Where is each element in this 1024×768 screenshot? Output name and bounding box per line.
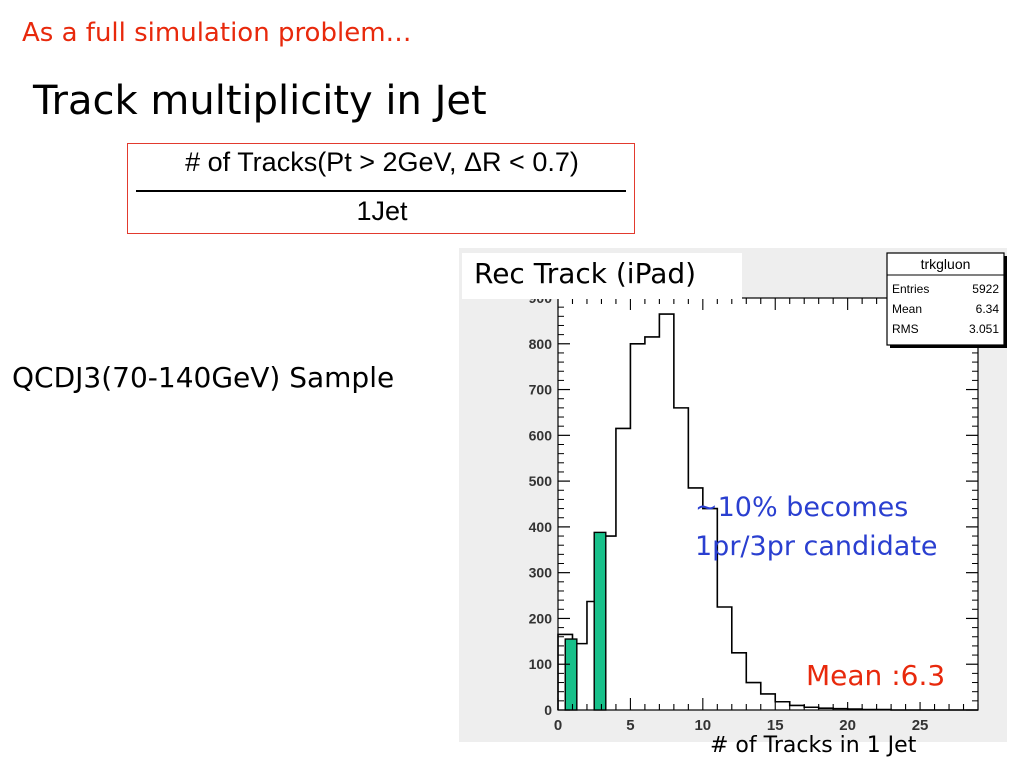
formula-box: # of Tracks(Pt > 2GeV, ΔR < 0.7) 1Jet	[127, 143, 635, 234]
mean-label: Mean :6.3	[806, 659, 946, 692]
x-tick-label: 15	[767, 717, 784, 734]
stats-box-name: trkgluon	[921, 256, 971, 272]
stats-row-value: 6.34	[976, 302, 1000, 316]
slide-title: Track multiplicity in Jet	[33, 78, 487, 124]
note-line-2: 1pr/3pr candidate	[695, 531, 938, 562]
y-tick-label: 100	[529, 656, 553, 672]
chart-title-box: Rec Track (iPad)	[462, 253, 742, 299]
note-line-1: ~10% becomes	[695, 492, 909, 523]
highlight-bar	[593, 531, 607, 711]
slide-subtitle: As a full simulation problem…	[22, 18, 412, 48]
stats-box	[886, 252, 1005, 346]
y-tick-label: 0	[544, 702, 552, 718]
mean-box: Mean :6.3	[795, 652, 965, 702]
chart-title: Rec Track (iPad)	[474, 257, 697, 290]
histogram-outline	[557, 313, 978, 711]
x-axis-label: # of Tracks in 1 Jet	[710, 733, 917, 758]
highlight-bar	[564, 638, 578, 711]
fraction-bar	[136, 190, 626, 192]
y-tick-label: 400	[529, 519, 553, 535]
x-tick-label: 20	[839, 717, 856, 734]
plot-area	[557, 297, 979, 711]
x-tick-label: 0	[554, 717, 562, 734]
stats-row-label: Entries	[892, 282, 929, 296]
stats-row-label: Mean	[892, 302, 922, 316]
stats-row-label: RMS	[892, 322, 919, 336]
sample-label: QCDJ3(70-140GeV) Sample	[12, 361, 395, 394]
x-tick-label: 25	[912, 717, 929, 734]
y-tick-label: 200	[529, 610, 553, 626]
formula-numerator: # of Tracks(Pt > 2GeV, ΔR < 0.7)	[185, 147, 579, 177]
formula-denominator: 1Jet	[356, 196, 408, 226]
stats-row-value: 5922	[972, 282, 999, 296]
x-tick-label: 10	[694, 717, 711, 734]
y-tick-label: 500	[529, 473, 553, 489]
x-tick-label: 5	[626, 717, 634, 734]
y-tick-label: 800	[529, 336, 553, 352]
annotation-note: ~10% becomes 1pr/3pr candidate	[695, 488, 938, 566]
stats-row-value: 3.051	[969, 322, 999, 336]
y-tick-label: 700	[529, 382, 553, 398]
y-tick-label: 300	[529, 565, 553, 581]
y-tick-label: 600	[529, 427, 553, 443]
